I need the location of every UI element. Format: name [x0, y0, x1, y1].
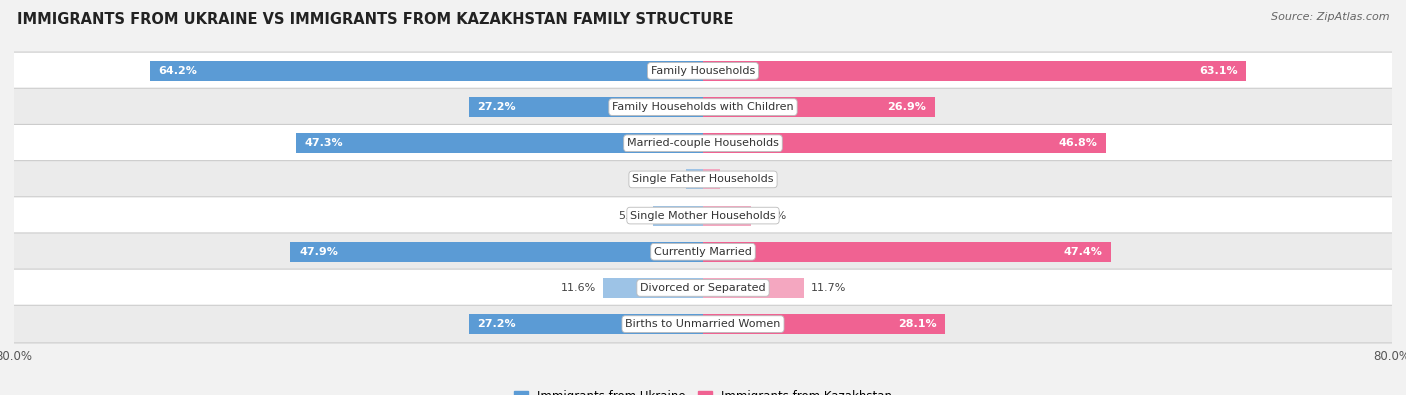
Bar: [150, 61, 703, 81]
Bar: [703, 61, 1246, 81]
Text: Currently Married: Currently Married: [654, 247, 752, 257]
Text: Single Mother Households: Single Mother Households: [630, 211, 776, 220]
Text: Single Father Households: Single Father Households: [633, 175, 773, 184]
Text: Married-couple Households: Married-couple Households: [627, 138, 779, 148]
Text: 5.6%: 5.6%: [758, 211, 786, 220]
Text: 46.8%: 46.8%: [1059, 138, 1098, 148]
Bar: [703, 242, 1111, 262]
Bar: [468, 97, 703, 117]
FancyBboxPatch shape: [0, 161, 1406, 198]
Text: 28.1%: 28.1%: [898, 319, 936, 329]
Legend: Immigrants from Ukraine, Immigrants from Kazakhstan: Immigrants from Ukraine, Immigrants from…: [509, 385, 897, 395]
Text: 47.3%: 47.3%: [304, 138, 343, 148]
Text: 11.6%: 11.6%: [561, 283, 596, 293]
Text: 63.1%: 63.1%: [1199, 66, 1237, 76]
Text: Family Households with Children: Family Households with Children: [612, 102, 794, 112]
FancyBboxPatch shape: [0, 88, 1406, 126]
Bar: [703, 97, 935, 117]
FancyBboxPatch shape: [0, 124, 1406, 162]
FancyBboxPatch shape: [0, 197, 1406, 234]
Bar: [703, 169, 720, 189]
Text: IMMIGRANTS FROM UKRAINE VS IMMIGRANTS FROM KAZAKHSTAN FAMILY STRUCTURE: IMMIGRANTS FROM UKRAINE VS IMMIGRANTS FR…: [17, 12, 734, 27]
Bar: [295, 133, 703, 153]
Text: 27.2%: 27.2%: [478, 319, 516, 329]
Bar: [603, 278, 703, 298]
Text: 64.2%: 64.2%: [159, 66, 198, 76]
FancyBboxPatch shape: [0, 269, 1406, 307]
Bar: [686, 169, 703, 189]
Text: 5.8%: 5.8%: [617, 211, 647, 220]
Bar: [703, 206, 751, 226]
Text: 47.4%: 47.4%: [1064, 247, 1102, 257]
Bar: [703, 314, 945, 334]
Bar: [703, 133, 1107, 153]
Text: 27.2%: 27.2%: [478, 102, 516, 112]
Bar: [291, 242, 703, 262]
Text: 2.0%: 2.0%: [727, 175, 755, 184]
Text: Births to Unmarried Women: Births to Unmarried Women: [626, 319, 780, 329]
Text: 2.0%: 2.0%: [651, 175, 679, 184]
Text: 26.9%: 26.9%: [887, 102, 927, 112]
FancyBboxPatch shape: [0, 305, 1406, 343]
Bar: [468, 314, 703, 334]
Bar: [703, 278, 804, 298]
Text: Source: ZipAtlas.com: Source: ZipAtlas.com: [1271, 12, 1389, 22]
FancyBboxPatch shape: [0, 52, 1406, 90]
Text: 11.7%: 11.7%: [811, 283, 846, 293]
Text: Divorced or Separated: Divorced or Separated: [640, 283, 766, 293]
Text: Family Households: Family Households: [651, 66, 755, 76]
FancyBboxPatch shape: [0, 233, 1406, 271]
Text: 47.9%: 47.9%: [299, 247, 337, 257]
Bar: [652, 206, 703, 226]
